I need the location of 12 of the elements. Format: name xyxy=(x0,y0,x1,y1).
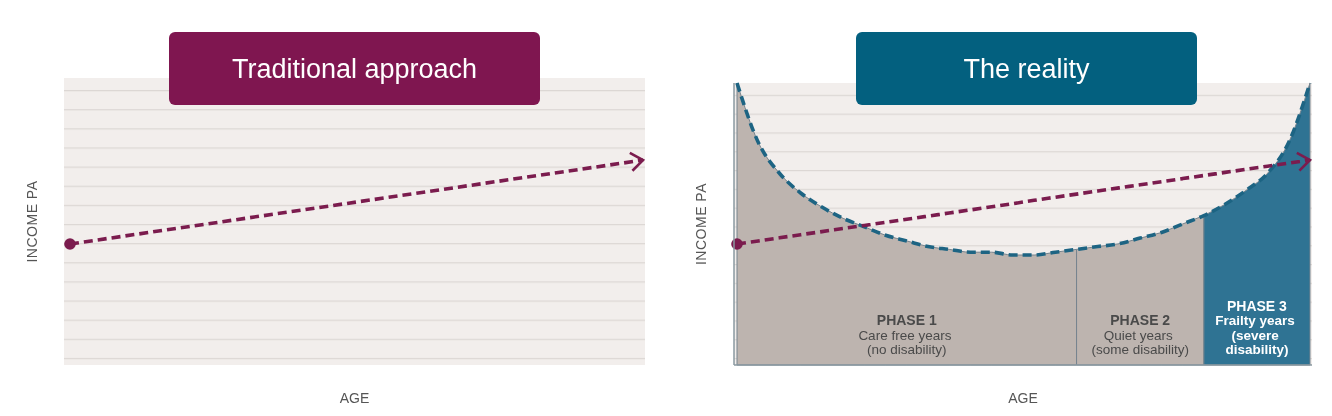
chart-title: The reality xyxy=(963,53,1091,84)
annotation: Quiet years (some disability) xyxy=(1091,327,1189,357)
y-axis-title: INCOME PA xyxy=(693,182,709,266)
series-label: PHASE 1 xyxy=(876,312,937,328)
chart-title: Traditional approach xyxy=(231,53,478,84)
y-axis-title: INCOME PA xyxy=(24,180,40,263)
x-axis-title: AGE xyxy=(1008,390,1038,406)
annotation: Frailty years (severe disability) xyxy=(1215,313,1299,357)
series-label: PHASE 3 xyxy=(1226,297,1288,314)
x-axis-title: AGE xyxy=(339,390,370,406)
series-label: PHASE 2 xyxy=(1110,312,1171,328)
annotation: Care free years (no disability) xyxy=(858,327,956,357)
